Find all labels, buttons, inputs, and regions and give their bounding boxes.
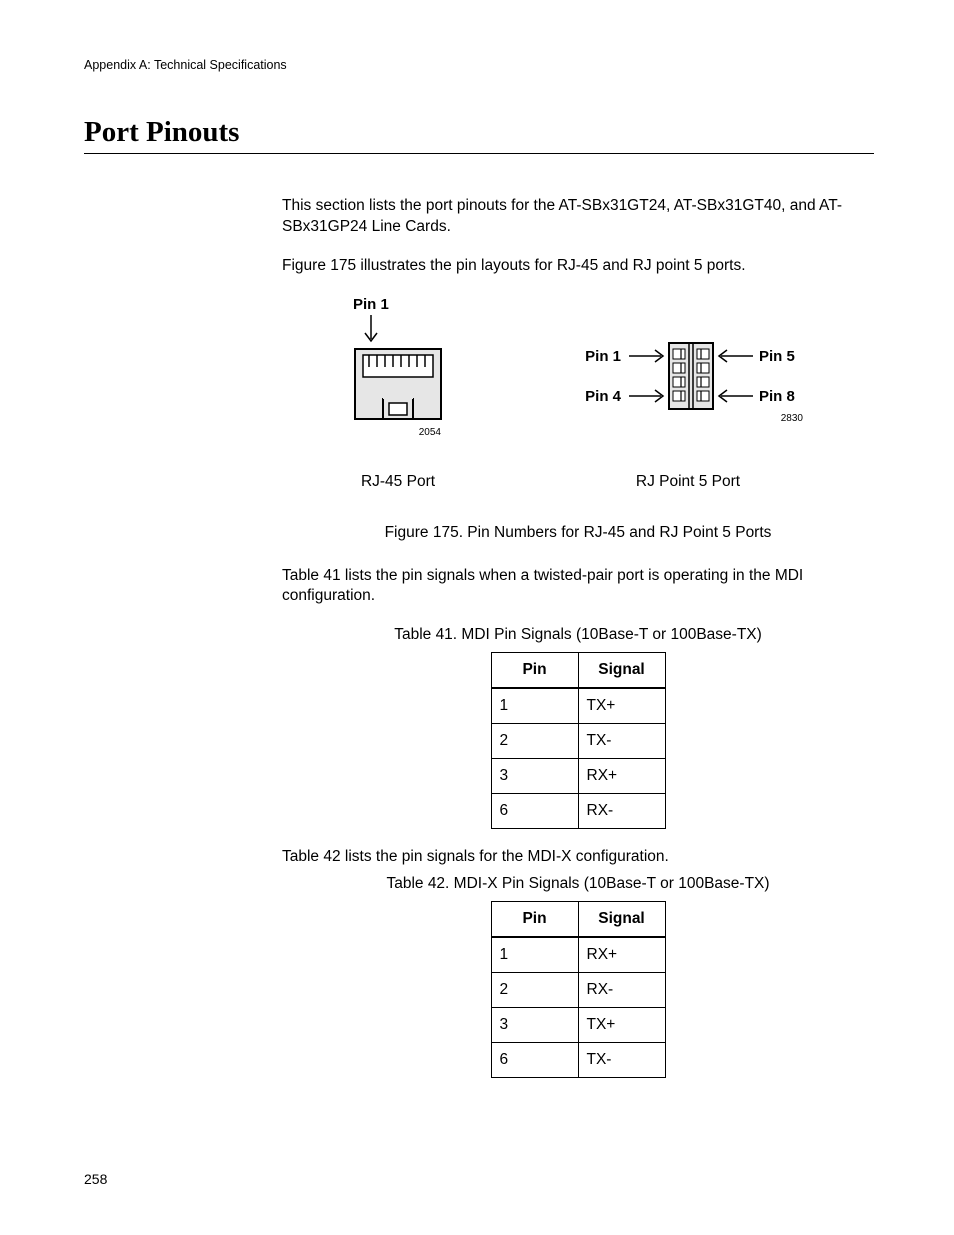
cell-pin: 1: [491, 688, 578, 724]
paragraph-table42-ref: Table 42 lists the pin signals for the M…: [282, 847, 874, 868]
cell-signal: TX+: [578, 1008, 665, 1043]
figure-main-caption: Figure 175. Pin Numbers for RJ-45 and RJ…: [282, 523, 874, 544]
table-row: 6 TX-: [491, 1043, 665, 1078]
rj45-pin1-label: Pin 1: [353, 296, 389, 313]
cell-pin: 6: [491, 1043, 578, 1078]
table41-caption: Table 41. MDI Pin Signals (10Base-T or 1…: [282, 625, 874, 646]
page: Appendix A: Technical Specifications Por…: [0, 0, 954, 1235]
cell-signal: RX-: [578, 794, 665, 829]
cell-pin: 1: [491, 937, 578, 973]
table-row: 1 TX+: [491, 688, 665, 724]
table-42: Pin Signal 1 RX+ 2 RX- 3 TX+ 6: [491, 901, 666, 1078]
rjp5-pin4-label: Pin 4: [585, 388, 622, 405]
table-col-signal: Signal: [578, 653, 665, 689]
cell-pin: 3: [491, 759, 578, 794]
rjp5-figure: Pin 1 Pin 4 Pin 5 Pin 8: [553, 325, 823, 493]
paragraph-figure-ref: Figure 175 illustrates the pin layouts f…: [282, 256, 874, 277]
page-header: Appendix A: Technical Specifications: [84, 58, 874, 72]
section-title: Port Pinouts: [84, 116, 874, 154]
table-row: 6 RX-: [491, 794, 665, 829]
cell-pin: 2: [491, 724, 578, 759]
rjp5-pin5-label: Pin 5: [759, 348, 795, 365]
body-content: This section lists the port pinouts for …: [282, 196, 874, 1078]
table-header-row: Pin Signal: [491, 902, 665, 938]
table-row: 1 RX+: [491, 937, 665, 973]
cell-signal: TX+: [578, 688, 665, 724]
rj45-code: 2054: [419, 427, 442, 438]
rjp5-diagram: Pin 1 Pin 4 Pin 5 Pin 8: [553, 325, 823, 455]
rjp5-pin8-label: Pin 8: [759, 388, 795, 405]
table-col-pin: Pin: [491, 653, 578, 689]
table-col-pin: Pin: [491, 902, 578, 938]
figure-175: Pin 1: [282, 295, 874, 544]
paragraph-table41-ref: Table 41 lists the pin signals when a tw…: [282, 566, 874, 608]
rj45-figure: Pin 1: [333, 295, 463, 493]
cell-pin: 6: [491, 794, 578, 829]
table42-caption: Table 42. MDI-X Pin Signals (10Base-T or…: [282, 874, 874, 895]
paragraph-intro: This section lists the port pinouts for …: [282, 196, 874, 238]
cell-signal: RX+: [578, 759, 665, 794]
table-row: 3 TX+: [491, 1008, 665, 1043]
table-header-row: Pin Signal: [491, 653, 665, 689]
rjp5-code: 2830: [781, 413, 804, 424]
rj45-caption: RJ-45 Port: [333, 472, 463, 493]
cell-signal: TX-: [578, 1043, 665, 1078]
cell-pin: 2: [491, 973, 578, 1008]
rj45-diagram: Pin 1: [333, 295, 463, 455]
table-41: Pin Signal 1 TX+ 2 TX- 3 RX+ 6: [491, 652, 666, 829]
rjp5-caption: RJ Point 5 Port: [553, 472, 823, 493]
table-row: 2 RX-: [491, 973, 665, 1008]
cell-signal: RX-: [578, 973, 665, 1008]
cell-signal: RX+: [578, 937, 665, 973]
cell-signal: TX-: [578, 724, 665, 759]
table-row: 3 RX+: [491, 759, 665, 794]
table-col-signal: Signal: [578, 902, 665, 938]
cell-pin: 3: [491, 1008, 578, 1043]
page-number: 258: [84, 1171, 107, 1187]
table-row: 2 TX-: [491, 724, 665, 759]
rjp5-pin1-label: Pin 1: [585, 348, 621, 365]
